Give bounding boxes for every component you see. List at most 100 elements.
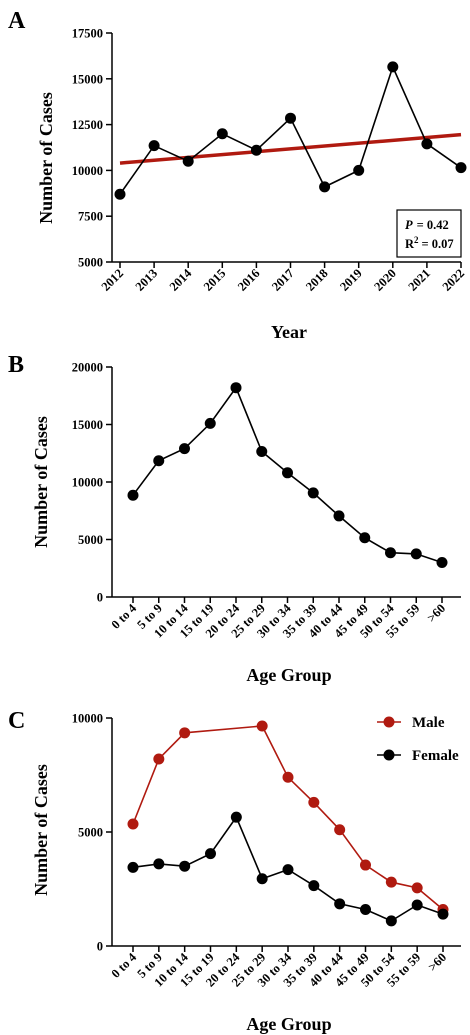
- data-point-cases: [250, 144, 262, 156]
- x-tick-label: >60: [424, 601, 448, 625]
- data-point-cases: [256, 446, 268, 458]
- y-tick-label: 15000: [72, 72, 103, 86]
- data-point-cases: [282, 467, 293, 479]
- data-point-cases: [307, 487, 319, 499]
- data-point-cases: [455, 162, 467, 174]
- data-point-cases: [333, 510, 345, 522]
- data-point-cases: [127, 489, 139, 501]
- y-tick-label: 0: [97, 591, 103, 605]
- x-tick-label: 0 to 4: [109, 950, 140, 981]
- panel-c-xlabel: Age Group: [246, 1014, 331, 1034]
- data-point-female: [153, 858, 165, 870]
- data-point-cases: [148, 140, 160, 152]
- legend-label-female: Female: [412, 748, 459, 764]
- data-point-cases: [421, 138, 433, 150]
- x-tick-label: 2015: [201, 266, 229, 294]
- data-point-female: [437, 908, 449, 920]
- data-point-male: [282, 771, 294, 783]
- data-point-cases: [319, 181, 331, 193]
- y-tick-label: 20000: [72, 361, 103, 375]
- x-tick-label: 2014: [167, 266, 195, 294]
- x-tick-label: 2013: [133, 266, 161, 294]
- legend-label-male: Male: [412, 715, 445, 731]
- panel-b-xlabel: Age Group: [246, 665, 331, 685]
- trend-line: [119, 132, 462, 165]
- x-tick-label: >60: [425, 950, 449, 974]
- y-tick-label: 12500: [72, 118, 103, 132]
- data-point-male: [308, 796, 320, 808]
- data-point-female: [127, 861, 139, 873]
- y-tick-label: 5000: [78, 256, 103, 270]
- data-point-female: [179, 860, 191, 872]
- data-point-cases: [387, 61, 399, 73]
- panel-a-xlabel: Year: [271, 322, 307, 342]
- data-point-cases: [230, 382, 242, 394]
- data-point-female: [385, 915, 397, 927]
- y-tick-label: 5000: [78, 826, 103, 840]
- data-point-cases: [285, 112, 296, 124]
- x-tick-label: 2012: [99, 266, 127, 294]
- data-point-cases: [153, 455, 165, 467]
- data-point-male: [256, 720, 268, 732]
- x-tick-label: 2022: [440, 266, 468, 294]
- y-tick-label: 5000: [78, 533, 103, 547]
- data-point-female: [282, 864, 294, 876]
- data-point-female: [334, 898, 346, 910]
- panel-a-r2-value: R2 = 0.07: [405, 235, 454, 251]
- y-tick-label: 15000: [72, 418, 103, 432]
- legend-item-female: Female: [377, 748, 459, 764]
- legend-item-male: Male: [377, 715, 445, 731]
- x-tick-label: 2017: [269, 266, 297, 294]
- series-line-cases: [119, 64, 462, 195]
- x-tick-label: 2018: [303, 266, 331, 294]
- data-point-cases: [436, 557, 448, 568]
- data-point-male: [179, 727, 191, 739]
- data-point-male: [411, 882, 423, 894]
- x-tick-label: 2016: [235, 266, 263, 294]
- y-tick-label: 10000: [72, 476, 103, 490]
- panel-a-letter: A: [8, 8, 26, 34]
- data-point-cases: [385, 547, 396, 559]
- data-point-male: [334, 824, 346, 836]
- data-point-cases: [204, 417, 216, 429]
- y-tick-label: 10000: [72, 164, 103, 178]
- x-tick-label: 2019: [337, 266, 365, 294]
- data-point-cases: [353, 164, 365, 176]
- data-point-cases: [216, 128, 228, 140]
- x-tick-label: 2020: [371, 266, 399, 294]
- data-point-cases: [114, 188, 126, 200]
- y-tick-label: 0: [97, 940, 103, 954]
- data-point-female: [230, 811, 242, 823]
- legend-marker-female: [383, 749, 395, 761]
- panel-b-letter: B: [8, 352, 24, 378]
- x-tick-label: 0 to 4: [109, 601, 140, 632]
- data-point-female: [256, 873, 268, 885]
- panel-a-ylabel: Number of Cases: [36, 92, 56, 224]
- panel-a-stats-box: P = 0.42 R2 = 0.07: [396, 209, 462, 258]
- data-point-cases: [179, 443, 190, 455]
- panel-c-letter: C: [8, 708, 25, 734]
- panel-a-p-value: P = 0.42: [405, 218, 449, 232]
- data-point-female: [205, 848, 216, 860]
- data-point-female: [360, 904, 371, 916]
- data-point-cases: [359, 532, 371, 544]
- data-point-male: [153, 753, 165, 765]
- y-tick-label: 7500: [78, 210, 103, 224]
- x-tick-label: 2021: [405, 266, 433, 294]
- y-tick-label: 10000: [72, 712, 103, 726]
- y-tick-label: 17500: [72, 27, 103, 41]
- data-point-cases: [182, 155, 194, 167]
- panel-b-ylabel: Number of Cases: [31, 416, 51, 548]
- data-point-female: [411, 899, 423, 911]
- data-point-male: [385, 876, 397, 888]
- data-point-female: [308, 880, 320, 892]
- data-point-male: [127, 818, 139, 830]
- legend-marker-male: [383, 716, 395, 728]
- panel-c-ylabel: Number of Cases: [31, 764, 51, 896]
- data-point-cases: [410, 548, 422, 560]
- panel-c-legend: Male Female: [377, 715, 459, 764]
- data-point-male: [360, 859, 371, 871]
